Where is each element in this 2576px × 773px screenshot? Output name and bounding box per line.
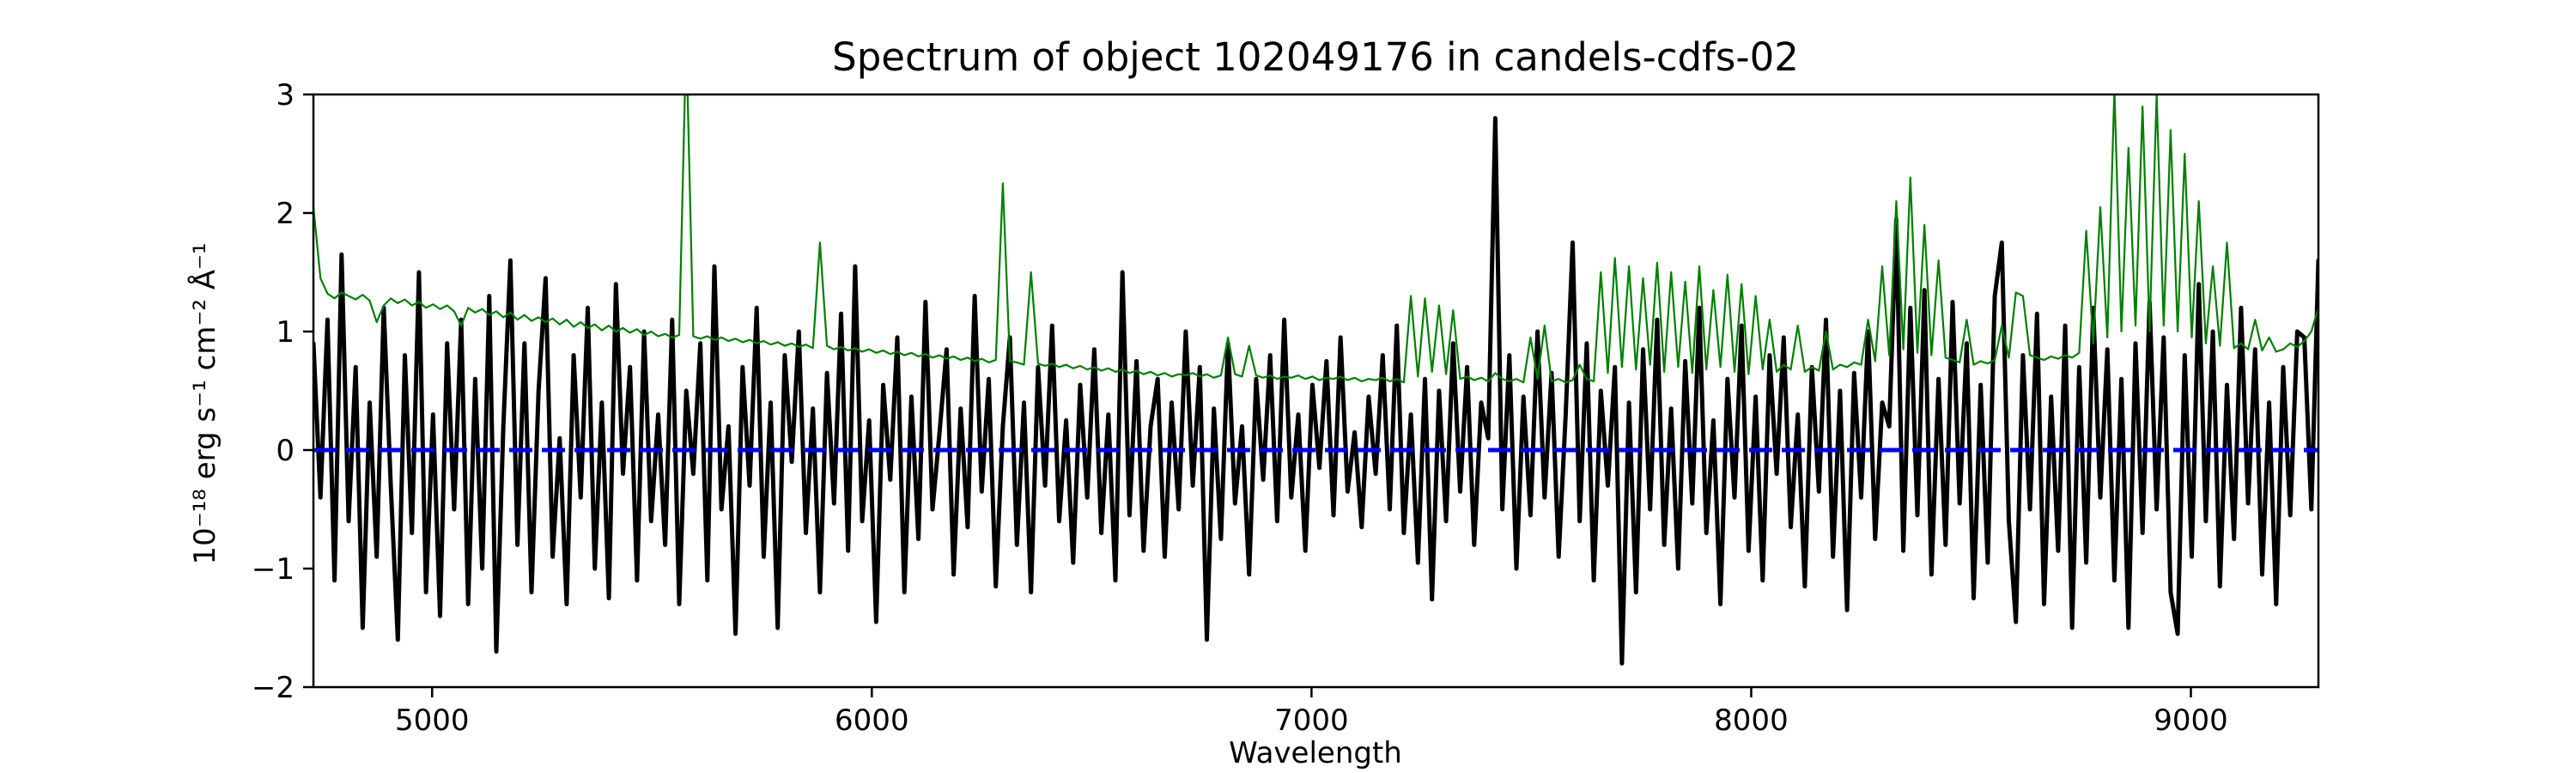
noise-spectrum-line [313, 94, 2318, 384]
plot-title: Spectrum of object 102049176 in candels-… [832, 34, 1799, 80]
x-tick-label: 8000 [1714, 703, 1789, 738]
y-axis-ticks: −2 −1 0 1 2 3 [252, 78, 313, 705]
x-axis-label: Wavelength [1229, 736, 1402, 770]
y-tick-label: −2 [252, 671, 295, 705]
x-tick-label: 7000 [1274, 703, 1349, 738]
x-axis-ticks: 5000 6000 7000 8000 9000 [395, 687, 2228, 738]
x-tick-label: 6000 [835, 703, 909, 738]
plot-data-area [313, 94, 2318, 666]
y-axis-label: 10⁻¹⁸ erg s⁻¹ cm⁻² Å⁻¹ [187, 242, 222, 564]
y-tick-label: 2 [276, 197, 295, 231]
plot-border [312, 93, 2320, 689]
y-tick-label: 1 [276, 315, 295, 350]
y-tick-label: −1 [252, 552, 295, 587]
y-tick-label: 3 [276, 78, 295, 113]
x-tick-label: 9000 [2154, 703, 2228, 738]
y-tick-label: 0 [276, 434, 295, 468]
flux-spectrum-line [313, 116, 2318, 666]
x-tick-label: 5000 [395, 703, 470, 738]
